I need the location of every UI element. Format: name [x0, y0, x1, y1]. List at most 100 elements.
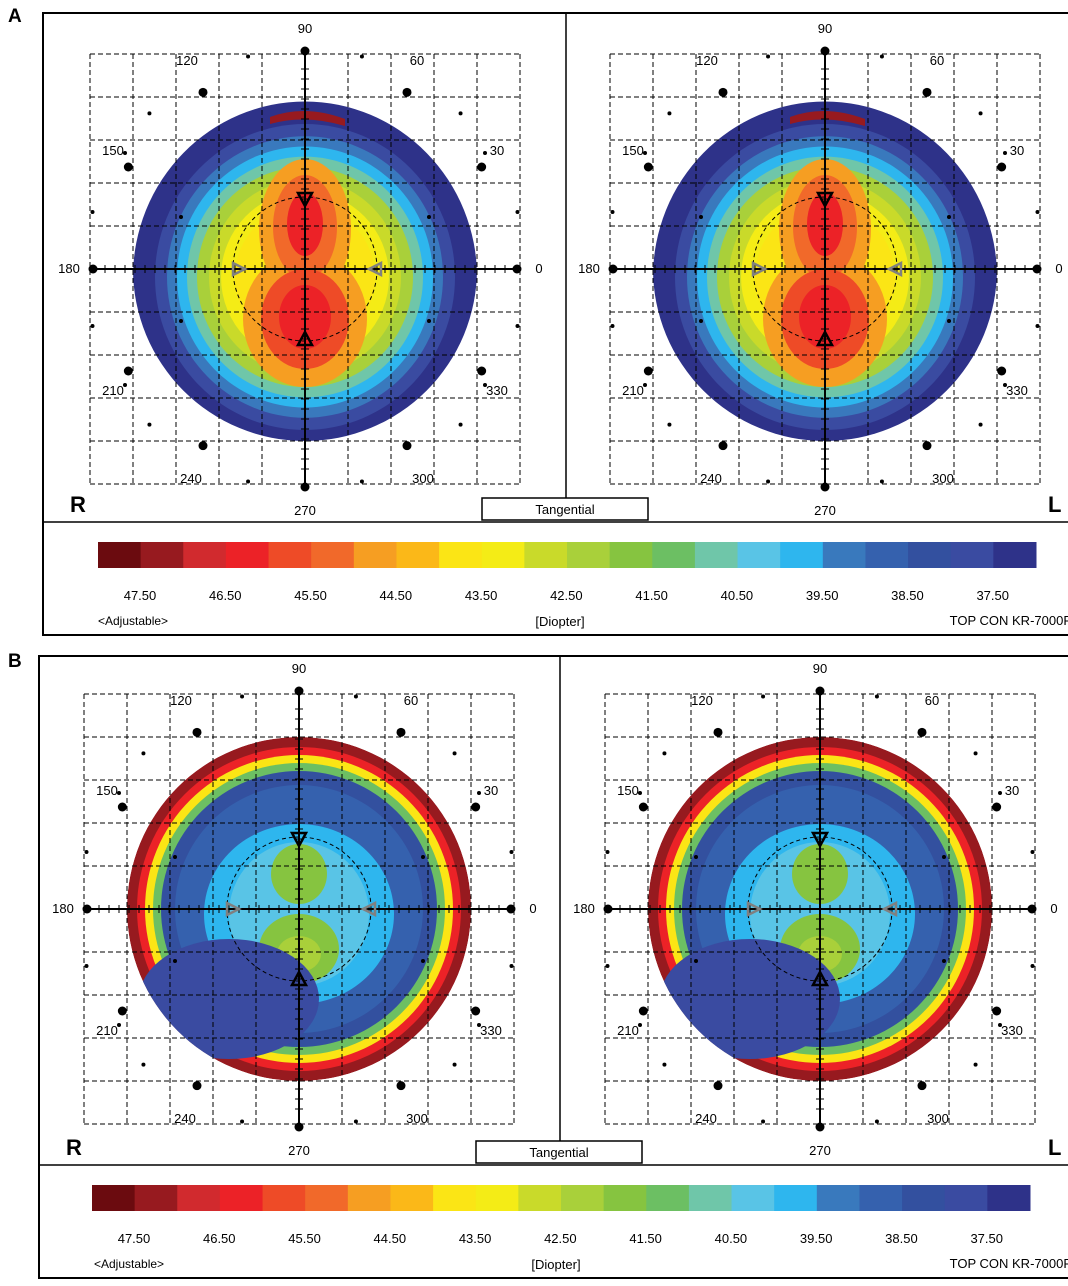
- eye-label-right: R: [70, 492, 86, 517]
- scale-swatch: [183, 542, 227, 568]
- axis-label-300: 300: [406, 1111, 428, 1126]
- scale-value: 40.50: [721, 588, 754, 603]
- minor-dot: [117, 1023, 121, 1027]
- marker-temporal-triangle: [881, 900, 898, 918]
- axis-label-90: 90: [818, 21, 832, 36]
- minor-dot: [1003, 151, 1007, 155]
- axis-label-330: 330: [1006, 383, 1028, 398]
- scale-value: 46.50: [203, 1231, 236, 1246]
- marker-nasal-triangle: [225, 900, 242, 918]
- axis-end-dot: [506, 904, 516, 914]
- axis-end-dot: [512, 264, 522, 274]
- minor-dot: [699, 319, 703, 323]
- minor-dot: [766, 479, 771, 484]
- scale-swatch: [98, 542, 142, 568]
- meridian-dot: [123, 366, 133, 376]
- scale-swatch: [737, 542, 781, 568]
- marker-inferior-triangle: [810, 969, 830, 987]
- scale-swatch: [609, 542, 653, 568]
- minor-dot: [246, 479, 251, 484]
- axis-label-330: 330: [480, 1023, 502, 1038]
- axis-label-30: 30: [484, 783, 498, 798]
- eye-label-right: R: [66, 1135, 82, 1160]
- axis-label-90: 90: [292, 661, 306, 676]
- scale-swatch: [731, 1185, 775, 1211]
- device-label: TOP CON KR-7000P: [950, 1256, 1068, 1271]
- minor-dot: [662, 1062, 667, 1067]
- axis-label-270: 270: [288, 1143, 310, 1158]
- meridian-dot: [477, 366, 487, 376]
- minor-dot: [509, 963, 514, 968]
- axis-label-330: 330: [1001, 1023, 1023, 1038]
- scale-value: 43.50: [459, 1231, 492, 1246]
- panel-a: 90 120 60 150 30 180 0 210 330 240 300 270 90 120 60 15…: [42, 12, 1068, 636]
- meridian-dot: [992, 802, 1002, 812]
- axis-label-120: 120: [170, 693, 192, 708]
- minor-dot: [90, 323, 95, 328]
- scale-unit: [Diopter]: [535, 614, 584, 629]
- axis-label-60: 60: [410, 53, 424, 68]
- mode-label: Tangential: [535, 502, 594, 517]
- polar-grid-left: 90 120 60 150 30 180 0 210 330 240 300 270: [578, 21, 1062, 518]
- color-scale: 47.50 46.50 45.50 44.50 43.50 42.50 41.50 40.50…: [98, 542, 1037, 603]
- minor-dot: [973, 751, 978, 756]
- scale-swatch: [305, 1185, 349, 1211]
- scale-value: 39.50: [806, 588, 839, 603]
- axis-label-240: 240: [180, 471, 202, 486]
- axis-end-dot: [300, 46, 310, 56]
- axis-label-120: 120: [696, 53, 718, 68]
- minor-dot: [766, 54, 771, 59]
- scale-value: 42.50: [544, 1231, 577, 1246]
- axis-end-dot: [815, 686, 825, 696]
- minor-dot: [978, 422, 983, 427]
- scale-swatch: [518, 1185, 562, 1211]
- minor-dot: [942, 855, 946, 859]
- scale-swatch: [908, 542, 952, 568]
- scale-swatch: [433, 1185, 477, 1211]
- minor-dot: [947, 215, 951, 219]
- minor-dot: [173, 855, 177, 859]
- minor-dot: [240, 694, 245, 699]
- meridian-dot: [402, 87, 412, 97]
- scale-swatch: [225, 542, 270, 568]
- meridian-dot: [997, 366, 1007, 376]
- scale-swatch: [524, 542, 568, 568]
- minor-dot: [694, 959, 698, 963]
- axis-label-180: 180: [52, 901, 74, 916]
- axis-label-60: 60: [925, 693, 939, 708]
- eye-label-left: L: [1048, 1135, 1061, 1160]
- scale-value: 40.50: [715, 1231, 748, 1246]
- scale-value: 39.50: [800, 1231, 833, 1246]
- axis-label-120: 120: [176, 53, 198, 68]
- minor-dot: [141, 751, 146, 756]
- minor-dot: [1003, 383, 1007, 387]
- scale-swatch: [646, 1185, 690, 1211]
- meridian-dot: [638, 1006, 648, 1016]
- minor-dot: [605, 963, 610, 968]
- minor-dot: [667, 422, 672, 427]
- meridian-dot: [713, 727, 723, 737]
- scale-swatch: [822, 542, 866, 568]
- color-scale: 47.50 46.50 45.50 44.50 43.50 42.50 41.50 40.50…: [92, 1185, 1031, 1246]
- minor-dot: [874, 694, 879, 699]
- scale-value: 38.50: [885, 1231, 918, 1246]
- scale-note: <Adjustable>: [98, 614, 168, 628]
- marker-nasal-triangle: [746, 900, 763, 918]
- meridian-dot: [713, 1081, 723, 1091]
- minor-dot: [123, 151, 127, 155]
- minor-dot: [509, 850, 514, 855]
- axis-end-dot: [608, 264, 618, 274]
- minor-dot: [427, 215, 431, 219]
- scale-swatch: [475, 1185, 519, 1211]
- minor-dot: [477, 791, 481, 795]
- minor-dot: [240, 1119, 245, 1124]
- meridian-dot: [198, 87, 208, 97]
- device-label: TOP CON KR-7000P: [950, 613, 1068, 628]
- meridian-dot: [477, 162, 487, 172]
- scale-value: 47.50: [118, 1231, 151, 1246]
- scale-value: 38.50: [891, 588, 924, 603]
- minor-dot: [458, 422, 463, 427]
- axis-label-30: 30: [490, 143, 504, 158]
- axis-label-150: 150: [622, 143, 644, 158]
